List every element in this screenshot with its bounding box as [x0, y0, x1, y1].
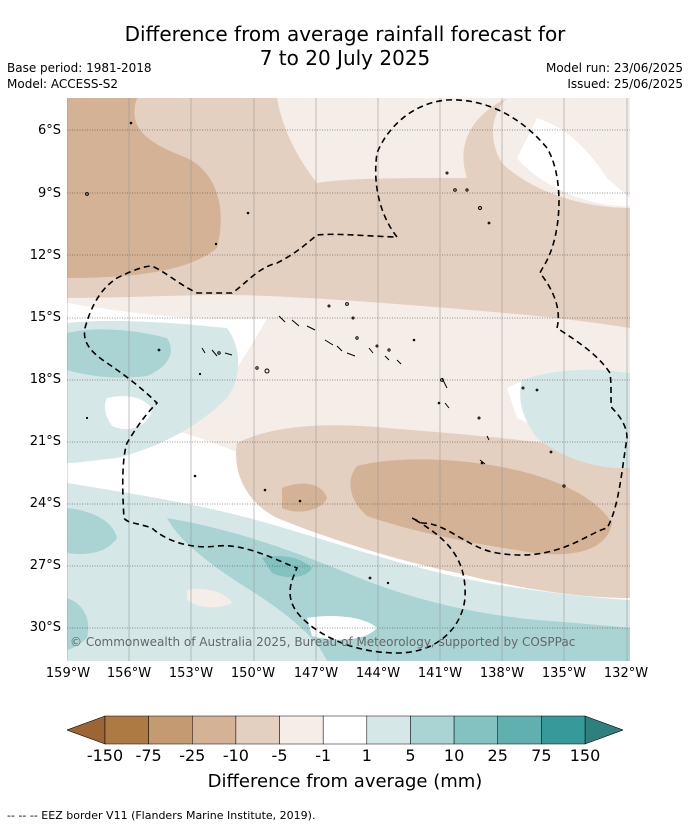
longitude-gridlines: [67, 98, 628, 661]
colorbar-tick-label: 10: [443, 746, 465, 765]
lon-label-156w: 156°W: [106, 666, 152, 681]
lat-label-6s: 6°S: [37, 123, 61, 138]
lon-label-138w: 138°W: [479, 666, 525, 681]
lon-label-153w: 153°W: [168, 666, 214, 681]
colorbar-swatch: [497, 715, 542, 745]
title-line-1: Difference from average rainfall forecas…: [124, 22, 566, 46]
title-line-2: 7 to 20 July 2025: [259, 46, 431, 70]
lon-label-135w: 135°W: [541, 666, 587, 681]
lat-label-9s: 9°S: [37, 186, 61, 201]
dry-band-north: [67, 98, 630, 328]
colorbar-tick-label: 150: [569, 746, 601, 765]
dry-patch-southwest: [187, 588, 232, 608]
model-text: Model: ACCESS-S2: [7, 77, 119, 91]
colorbar-swatch: [541, 715, 586, 745]
near-normal-patch-west: [104, 396, 152, 430]
colorbar-extend-low: [67, 715, 106, 745]
copyright-text: © Commonwealth of Australia 2025, Bureau…: [70, 635, 575, 649]
dry-region-south-central: [350, 459, 612, 555]
lat-label-21s: 21°S: [29, 434, 61, 449]
lon-label-147w: 147°W: [293, 666, 339, 681]
lat-label-18s: 18°S: [29, 372, 61, 387]
lon-label-141w: 141°W: [417, 666, 463, 681]
island-chains: [201, 315, 490, 465]
colorbar-tick-label: 75: [531, 746, 552, 765]
colorbar-tick-label: -1: [315, 746, 332, 765]
lat-label-24s: 24°S: [29, 496, 61, 511]
colorbar-swatch: [366, 715, 411, 745]
colorbar-title: Difference from average (mm): [207, 771, 483, 792]
colorbar-tick-label: -5: [271, 746, 288, 765]
lat-label-27s: 27°S: [29, 558, 61, 573]
lat-label-12s: 12°S: [29, 248, 61, 263]
wet-band-south-core: [167, 518, 630, 661]
colorbar-tick-label: -75: [135, 746, 162, 765]
lat-label-15s: 15°S: [29, 310, 61, 325]
colorbar-swatch: [148, 715, 193, 745]
wet-region-west-core: [67, 329, 171, 378]
eez-border: [83, 99, 628, 654]
colorbar-tick-label: -25: [179, 746, 206, 765]
colorbar-swatch: [104, 715, 149, 745]
eez-footnote: -- -- -- EEZ border V11 (Flanders Marine…: [7, 809, 316, 822]
issued-text: Issued: 25/06/2025: [567, 77, 683, 91]
island-outlines: [85, 121, 566, 585]
wet-patch-southwest: [67, 508, 117, 555]
wet-region-east: [520, 369, 630, 469]
colorbar: [67, 715, 623, 745]
colorbar-tick-label: -150: [86, 746, 124, 765]
colorbar-swatch: [453, 715, 498, 745]
dry-region-northwest: [67, 98, 221, 278]
weak-dry-region-north: [277, 98, 507, 183]
base-period-info: Base period: 1981-2018 Model: ACCESS-S2: [7, 60, 152, 92]
lon-label-159w: 159°W: [45, 666, 91, 681]
lon-label-144w: 144°W: [355, 666, 401, 681]
colorbar-swatch: [322, 715, 368, 745]
colorbar-swatch: [279, 715, 324, 745]
rainfall-map: © Commonwealth of Australia 2025, Bureau…: [67, 98, 630, 661]
colorbar-tick-label: -10: [222, 746, 249, 765]
colorbar-swatch: [192, 715, 237, 745]
colorbar-swatch: [235, 715, 280, 745]
colorbar-swatch: [410, 715, 455, 745]
lon-label-150w: 150°W: [230, 666, 276, 681]
colorbar-extend-high: [584, 715, 623, 745]
colorbar-tick-label: 1: [361, 746, 372, 765]
wet-patch-south: [262, 556, 312, 578]
colorbar-tick-label: 5: [405, 746, 416, 765]
model-run-info: Model run: 23/06/2025 Issued: 25/06/2025: [546, 60, 683, 92]
map-title: Difference from average rainfall forecas…: [0, 22, 690, 70]
near-normal-patch-ne: [517, 118, 630, 207]
model-run-text: Model run: 23/06/2025: [545, 61, 683, 75]
lat-label-30s: 30°S: [29, 620, 61, 635]
lon-label-132w: 132°W: [603, 666, 649, 681]
colorbar-tick-label: 25: [487, 746, 508, 765]
wet-patch-southwest-edge: [67, 598, 89, 650]
base-period-text: Base period: 1981-2018: [7, 61, 152, 75]
